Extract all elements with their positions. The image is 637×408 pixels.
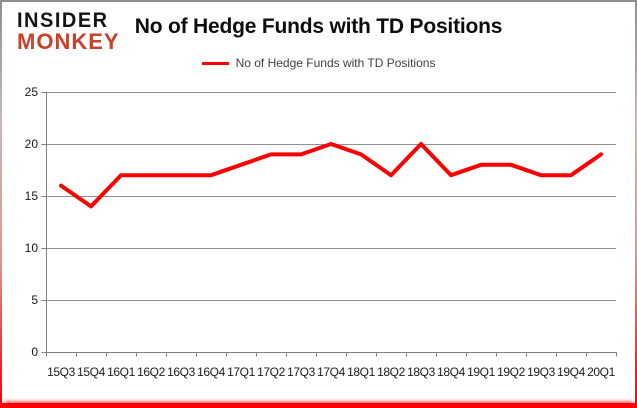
insider-monkey-logo: INSIDER MONKEY bbox=[17, 10, 120, 53]
series-line bbox=[59, 142, 603, 209]
logo-text-insider: INSIDER bbox=[17, 8, 109, 33]
bottom-red-glow bbox=[4, 402, 633, 408]
logo-text-monkey: MONKEY bbox=[17, 29, 120, 54]
